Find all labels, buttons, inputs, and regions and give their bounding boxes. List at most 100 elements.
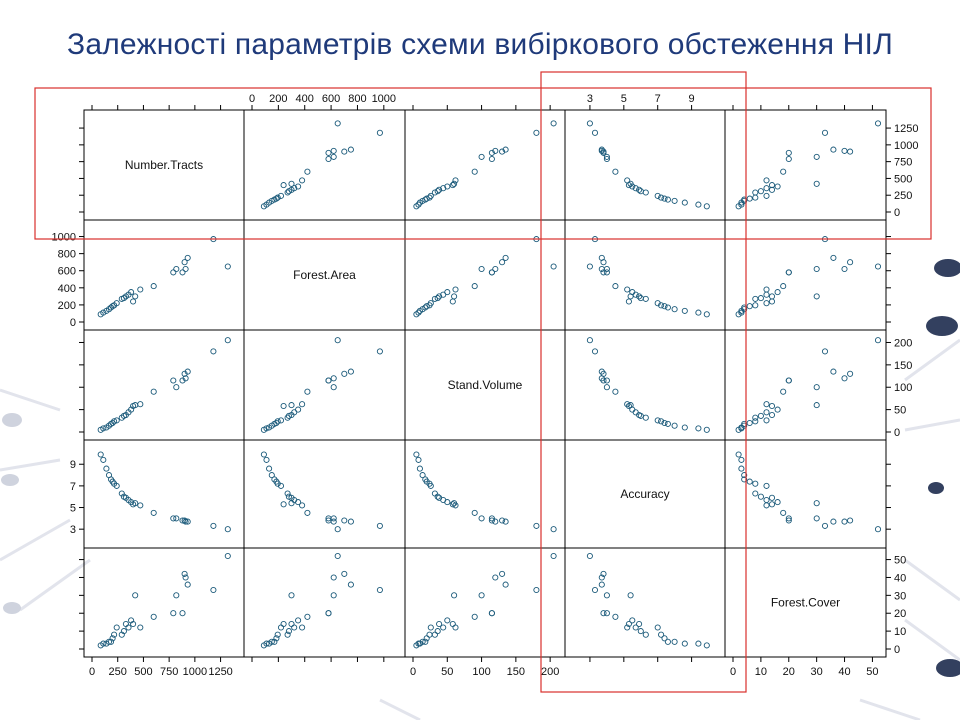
data-point: [304, 509, 311, 516]
data-point: [636, 293, 643, 300]
highlight-column-box: [540, 71, 747, 693]
data-point: [785, 269, 792, 276]
data-point: [181, 570, 188, 577]
tick-label: 250: [109, 666, 127, 678]
data-point: [181, 259, 188, 266]
tick-label: 0: [730, 666, 736, 678]
data-point: [419, 472, 426, 479]
data-point: [741, 422, 748, 429]
tick-label: 200: [269, 93, 287, 105]
data-point: [591, 129, 599, 136]
data-point: [210, 522, 217, 529]
data-point: [625, 620, 632, 628]
data-point: [444, 289, 451, 296]
data-point: [137, 624, 144, 631]
data-point: [416, 465, 423, 472]
data-point: [263, 640, 270, 647]
data-point: [295, 499, 302, 506]
data-point: [100, 425, 107, 432]
data-point: [210, 586, 217, 594]
data-point: [274, 631, 281, 638]
variable-label: Forest.Cover: [771, 596, 840, 610]
data-point: [488, 269, 495, 276]
tick-label: 800: [58, 249, 76, 261]
data-point: [132, 500, 139, 507]
data-point: [150, 509, 157, 516]
data-point: [774, 289, 781, 296]
data-point: [830, 146, 837, 153]
data-point: [130, 298, 137, 305]
data-point: [111, 631, 118, 638]
data-point: [182, 574, 189, 581]
data-point: [113, 482, 120, 489]
data-point: [671, 422, 678, 429]
data-point: [533, 522, 540, 529]
data-point: [591, 348, 599, 355]
data-point: [636, 411, 643, 419]
data-point: [813, 500, 820, 507]
data-point: [150, 388, 157, 395]
data-point: [107, 638, 115, 645]
tick-label: 200: [58, 300, 76, 312]
data-point: [288, 180, 295, 187]
data-point: [629, 617, 636, 624]
tick-label: 0: [894, 207, 900, 219]
data-point: [103, 465, 110, 472]
data-point: [703, 426, 710, 433]
data-point: [550, 263, 557, 270]
data-point: [325, 610, 332, 617]
data-point: [277, 192, 285, 199]
data-point: [488, 610, 495, 617]
data-point: [436, 293, 443, 300]
data-point: [757, 295, 764, 302]
data-point: [440, 624, 447, 631]
data-point: [184, 581, 191, 588]
tick-label: 800: [348, 93, 366, 105]
data-point: [738, 456, 745, 463]
data-point: [288, 500, 295, 507]
data-point: [874, 526, 882, 533]
data-point: [624, 177, 631, 184]
tick-label: 200: [894, 337, 912, 349]
tick-label: 50: [894, 555, 906, 567]
data-point: [763, 185, 770, 192]
data-point: [347, 581, 354, 588]
data-point: [598, 375, 605, 382]
data-point: [277, 417, 285, 424]
data-point: [598, 265, 605, 273]
data-point: [624, 401, 631, 408]
data-point: [299, 401, 306, 408]
data-point: [478, 265, 485, 273]
data-point: [695, 201, 702, 208]
data-point: [173, 384, 180, 391]
data-point: [266, 465, 273, 472]
data-point: [752, 302, 759, 309]
data-point: [263, 425, 270, 432]
data-point: [664, 638, 671, 645]
data-point: [632, 409, 639, 416]
data-point: [654, 624, 661, 631]
data-point: [841, 147, 848, 154]
data-point: [288, 402, 295, 409]
data-point: [304, 168, 311, 175]
data-point: [763, 192, 770, 199]
data-point: [330, 375, 337, 382]
data-point: [341, 570, 348, 577]
data-point: [330, 153, 337, 160]
data-point: [179, 269, 186, 276]
tick-label: 30: [811, 666, 823, 678]
data-point: [813, 402, 820, 409]
data-point: [376, 129, 383, 136]
data-point: [586, 552, 593, 560]
data-point: [137, 401, 144, 408]
data-point: [125, 624, 132, 631]
data-point: [280, 402, 287, 410]
data-point: [703, 642, 710, 649]
data-point: [224, 263, 231, 270]
tick-label: 50: [441, 666, 453, 678]
tick-label: 10: [894, 626, 906, 638]
data-point: [210, 348, 217, 355]
data-point: [111, 418, 118, 425]
data-point: [422, 638, 429, 645]
data-point: [603, 155, 610, 163]
